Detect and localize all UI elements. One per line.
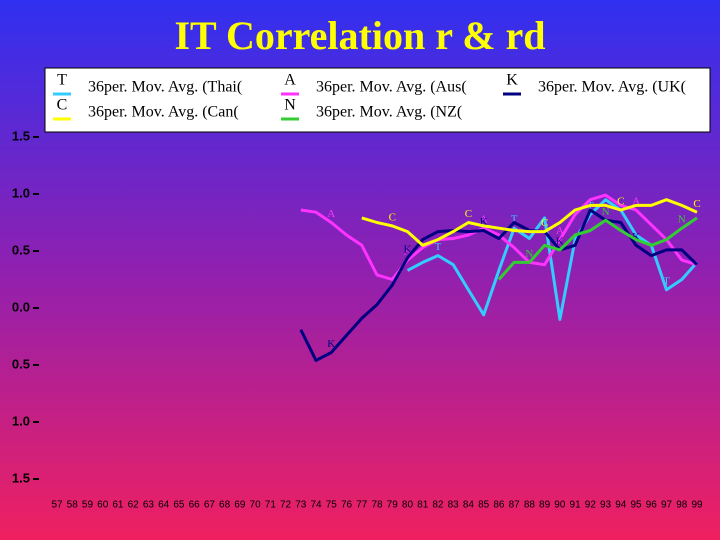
legend-label: 36per. Mov. Avg. (NZ( xyxy=(316,104,462,121)
x-tick-label: 62 xyxy=(128,500,140,511)
x-tick-label: 95 xyxy=(630,500,642,511)
x-tick-label: 73 xyxy=(295,500,307,511)
x-tick-label: 64 xyxy=(158,500,170,511)
x-tick-label: 69 xyxy=(234,500,246,511)
series-marker: C xyxy=(389,211,396,223)
x-tick-label: 83 xyxy=(448,500,460,511)
series-marker: T xyxy=(435,241,442,253)
x-tick-label: 97 xyxy=(661,500,673,511)
x-tick-label: 68 xyxy=(219,500,231,511)
x-tick-label: 57 xyxy=(51,500,63,511)
legend-box xyxy=(44,67,711,133)
x-tick-label: 84 xyxy=(463,500,475,511)
series-marker: T xyxy=(663,275,670,287)
x-tick-label: 94 xyxy=(615,500,627,511)
series-marker: A xyxy=(556,225,564,237)
series-marker: K xyxy=(556,235,564,247)
x-tick-label: 59 xyxy=(82,500,94,511)
x-tick-label: 80 xyxy=(402,500,414,511)
series-marker: N xyxy=(602,206,610,218)
series-line xyxy=(361,198,698,247)
x-tick-label: 61 xyxy=(112,500,124,511)
series-marker: A xyxy=(403,246,411,258)
x-tick-label: 74 xyxy=(310,500,322,511)
x-tick-label: 93 xyxy=(600,500,612,511)
x-tick-label: 78 xyxy=(371,500,383,511)
series-marker: C xyxy=(465,208,472,220)
x-tick-label: 71 xyxy=(265,500,277,511)
x-tick-label: 76 xyxy=(341,500,353,511)
series-marker: N xyxy=(525,248,533,260)
legend-symbol: N xyxy=(284,97,296,114)
series-marker: K xyxy=(632,231,640,243)
series-marker: A xyxy=(327,208,335,220)
y-tick-label: 1.5 xyxy=(12,470,30,485)
x-tick-label: 89 xyxy=(539,500,551,511)
x-tick-label: 88 xyxy=(524,500,536,511)
y-tick-label: 0.0 xyxy=(12,299,30,314)
x-tick-label: 75 xyxy=(326,500,338,511)
y-tick-label: 1.0 xyxy=(12,185,30,200)
series-marker: A xyxy=(632,195,640,207)
x-tick-label: 65 xyxy=(173,500,185,511)
y-tick-label: 1.0 xyxy=(12,413,30,428)
series-marker: K xyxy=(480,216,488,228)
x-tick-label: 67 xyxy=(204,500,216,511)
series-marker: C xyxy=(617,195,624,207)
x-tick-label: 98 xyxy=(676,500,688,511)
x-tick-label: 77 xyxy=(356,500,368,511)
series-marker: C xyxy=(541,217,548,229)
x-tick-label: 63 xyxy=(143,500,155,511)
x-tick-label: 82 xyxy=(432,500,444,511)
legend-label: 36per. Mov. Avg. (Aus( xyxy=(316,79,467,96)
x-tick-label: 70 xyxy=(250,500,262,511)
x-tick-label: 58 xyxy=(67,500,79,511)
x-tick-label: 91 xyxy=(570,500,582,511)
legend-symbol: T xyxy=(57,72,67,89)
y-tick-label: 1.5 xyxy=(12,128,30,143)
x-tick-label: 79 xyxy=(387,500,399,511)
x-tick-label: 85 xyxy=(478,500,490,511)
legend-label: 36per. Mov. Avg. (UK( xyxy=(538,79,686,96)
legend-symbol: C xyxy=(57,97,68,114)
series-marker: C xyxy=(693,198,700,210)
legend-label: 36per. Mov. Avg. (Thai( xyxy=(88,79,242,96)
y-tick-label: 0.5 xyxy=(12,356,30,371)
chart-title: IT Correlation r & rd xyxy=(174,13,545,58)
series-marker: A xyxy=(480,214,488,226)
x-tick-label: 60 xyxy=(97,500,109,511)
x-tick-label: 72 xyxy=(280,500,292,511)
x-tick-label: 66 xyxy=(189,500,201,511)
x-tick-label: 92 xyxy=(585,500,597,511)
legend-symbol: A xyxy=(284,72,296,89)
x-tick-label: 81 xyxy=(417,500,429,511)
series-marker: N xyxy=(678,214,686,226)
series-marker: K xyxy=(403,243,411,255)
y-tick-label: 0.5 xyxy=(12,242,30,257)
series-line xyxy=(497,216,698,281)
x-tick-label: 99 xyxy=(691,500,703,511)
legend-symbol: K xyxy=(506,72,518,89)
x-tick-label: 86 xyxy=(493,500,505,511)
series-marker: T xyxy=(511,214,518,226)
series-marker: K xyxy=(327,338,335,350)
x-tick-label: 87 xyxy=(509,500,521,511)
x-tick-label: 90 xyxy=(554,500,566,511)
x-tick-label: 96 xyxy=(646,500,658,511)
legend-label: 36per. Mov. Avg. (Can( xyxy=(88,104,239,121)
